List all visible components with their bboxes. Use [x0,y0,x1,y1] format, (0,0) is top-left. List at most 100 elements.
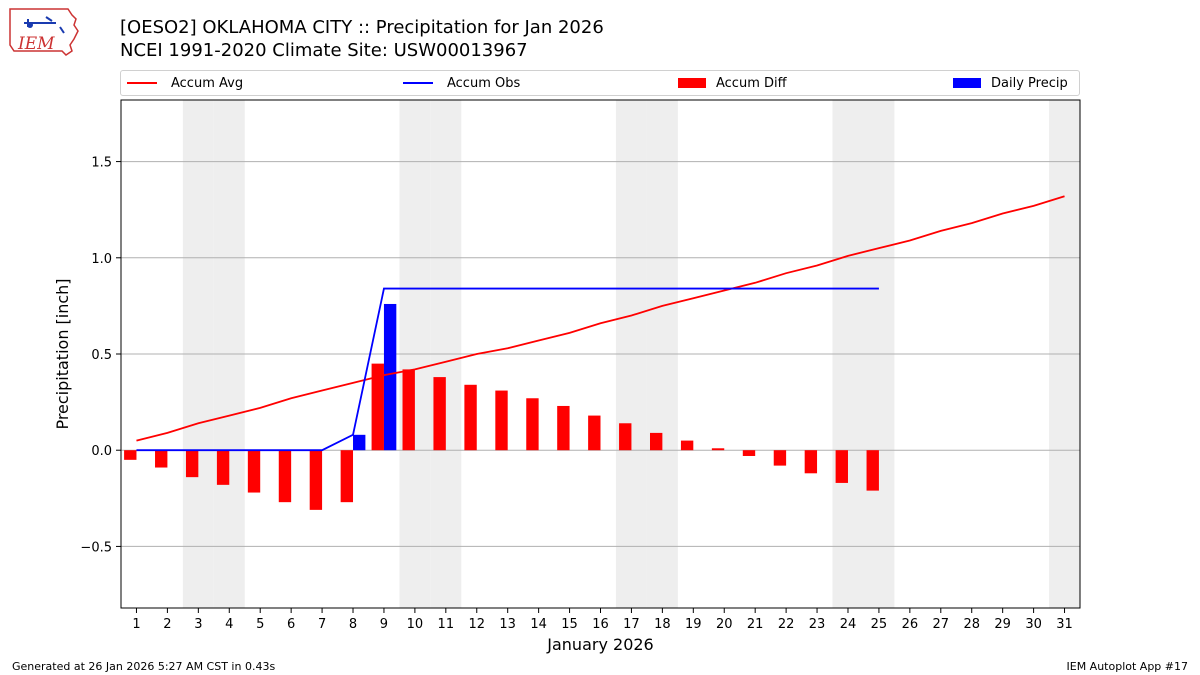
x-tick-label-10: 10 [407,617,424,632]
x-tick-label-4: 4 [225,617,233,632]
weekend-band-day-24 [832,100,864,608]
diff-bar-day-9 [371,363,384,451]
diff-bar-day-25 [866,450,879,491]
x-tick-label-23: 23 [809,617,826,632]
x-tick-label-27: 27 [933,617,950,632]
diff-bar-day-22 [773,450,787,466]
diff-bar-day-19 [680,440,694,451]
chart-subtitle: NCEI 1991-2020 Climate Site: USW00013967 [120,40,528,61]
x-tick-label-7: 7 [318,617,326,632]
y-tick-label-0: 0.0 [91,444,112,459]
x-tick-label-13: 13 [499,617,516,632]
x-tick-label-9: 9 [380,617,388,632]
diff-bar-day-6 [278,450,292,503]
weekend-band-day-17 [615,100,647,608]
legend-item-accum-avg: Accum Avg [127,71,243,95]
diff-bar-day-10 [402,369,415,451]
iem-logo: IEM [9,8,79,56]
weather-dot-icon [27,22,33,28]
x-tick-label-11: 11 [438,617,455,632]
y-tick-label--0.5: −0.5 [80,540,112,555]
x-tick-label-31: 31 [1056,617,1073,632]
y-tick-label-1: 1.0 [91,252,112,267]
footer-app: IEM Autoplot App #17 [1066,660,1189,673]
legend-swatch-avg [127,82,157,84]
diff-bar-day-14 [526,398,539,451]
x-tick-label-26: 26 [902,617,919,632]
diff-bar-day-11 [433,377,446,451]
x-axis-label: January 2026 [546,635,653,654]
weekend-band-day-10 [399,100,431,608]
diff-bar-day-12 [464,384,477,451]
y-tick-label-1.5: 1.5 [91,156,112,171]
legend-label-accum-avg: Accum Avg [171,75,244,91]
legend-label-accum-obs: Accum Obs [447,75,521,91]
weekend-band-day-18 [646,100,678,608]
legend-item-accum-obs: Accum Obs [403,71,520,95]
x-tick-label-12: 12 [468,617,485,632]
x-tick-label-24: 24 [840,617,857,632]
weekend-band-day-4 [213,100,245,608]
chart-title: [OESO2] OKLAHOMA CITY :: Precipitation f… [120,17,604,38]
diff-bar-day-17 [619,423,632,451]
x-tick-label-15: 15 [561,617,578,632]
x-tick-label-14: 14 [530,617,547,632]
y-axis-label: Precipitation [inch] [53,278,72,429]
x-tick-label-6: 6 [287,617,295,632]
logo-text: IEM [17,34,55,54]
diff-bar-day-2 [155,450,168,468]
diff-bar-day-18 [649,432,663,451]
diff-bar-day-23 [804,450,818,474]
legend-item-daily-precip: Daily Precip [953,71,1068,95]
diff-bar-day-5 [247,450,261,493]
diff-bar-day-8 [340,450,354,503]
plot-frame [120,99,1081,609]
x-tick-label-19: 19 [685,617,702,632]
diff-bar-day-24 [835,450,848,483]
x-tick-label-22: 22 [778,617,795,632]
legend-item-accum-diff: Accum Diff [678,71,787,95]
x-tick-label-2: 2 [163,617,171,632]
legend-swatch-diff [678,78,706,88]
daily-bar-day-9 [383,303,397,451]
legend: Accum Avg Accum Obs Accum Diff Daily Pre… [120,70,1080,96]
diff-bar-day-16 [588,415,601,451]
x-tick-label-28: 28 [963,617,980,632]
diff-bar-day-15 [557,405,570,451]
weekend-band-day-31 [1049,100,1080,608]
bars [124,303,879,510]
weekend-bands [182,100,1080,608]
x-tick-label-3: 3 [194,617,202,632]
y-tick-label-0.5: 0.5 [91,348,112,363]
x-tick-label-17: 17 [623,617,640,632]
weekend-band-day-25 [863,100,895,608]
diff-bar-day-13 [495,390,508,451]
weekend-band-day-11 [430,100,462,608]
x-tick-label-8: 8 [349,617,357,632]
legend-swatch-daily [953,78,981,88]
x-tick-label-25: 25 [871,617,888,632]
diff-bar-day-4 [216,450,230,485]
footer-generated: Generated at 26 Jan 2026 5:27 AM CST in … [12,660,276,673]
diff-bar-day-20 [711,448,725,451]
x-tick-label-18: 18 [654,617,671,632]
legend-swatch-obs [403,82,433,84]
diff-bar-day-3 [185,450,199,478]
diff-bar-day-7 [309,450,323,510]
accum-avg-line [136,195,1065,442]
x-axis: 1 2 3 4 5 6 7 8 9 10 11 12 13 14 15 16 17 18 19 20 21 22 23 24 2… [132,608,1073,632]
legend-label-accum-diff: Accum Diff [716,75,787,91]
x-tick-label-30: 30 [1025,617,1042,632]
x-tick-label-1: 1 [132,617,140,632]
daily-bar-day-8 [353,434,366,451]
legend-label-daily-precip: Daily Precip [991,75,1068,91]
lines [136,195,1065,452]
accum-obs-line [136,287,879,452]
x-tick-label-21: 21 [747,617,764,632]
diff-bar-day-1 [124,450,137,460]
x-tick-label-29: 29 [994,617,1011,632]
weekend-band-day-3 [182,100,214,608]
x-tick-label-16: 16 [592,617,609,632]
x-tick-label-5: 5 [256,617,264,632]
